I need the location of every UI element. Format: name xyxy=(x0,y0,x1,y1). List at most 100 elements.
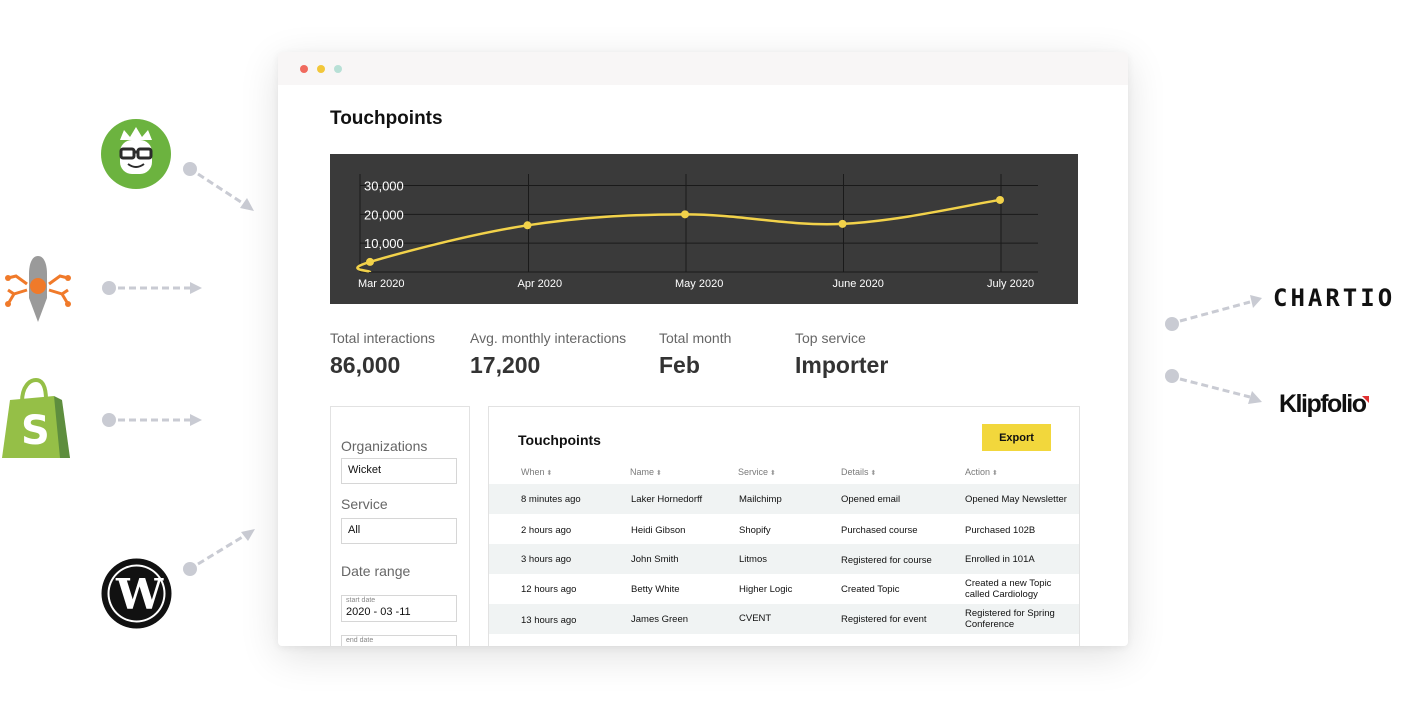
line-chart: 30,000 20,000 10,000 Mar 2020 Apr 2020 May 20… xyxy=(356,174,1038,290)
table-row[interactable]: 12 hours ago Betty White Higher Logic Cr… xyxy=(489,574,1079,604)
end-date-field[interactable]: end date xyxy=(341,635,457,646)
wordpress-logo: W xyxy=(100,557,173,630)
column-header-action[interactable]: Action ⬍ xyxy=(965,467,998,477)
glasses-avatar-icon xyxy=(101,119,171,189)
shopify-logo: S xyxy=(0,377,72,462)
x-tick-label: Mar 2020 xyxy=(358,278,404,290)
maximize-dot-icon[interactable] xyxy=(334,65,342,73)
cell-action: Purchased 102B xyxy=(965,525,1036,536)
column-header-label: Details xyxy=(841,467,869,477)
column-header-label: Name xyxy=(630,467,655,477)
data-point xyxy=(996,195,1004,204)
cell-name: Heidi Gibson xyxy=(631,525,686,536)
sort-icon: ⬍ xyxy=(656,470,662,477)
column-header-label: Service xyxy=(738,467,769,477)
connector-arrow-2 xyxy=(102,281,202,295)
minimize-dot-icon[interactable] xyxy=(317,65,325,73)
connector-arrow-3 xyxy=(102,413,202,427)
x-tick-label: June 2020 xyxy=(833,278,884,290)
service-label: Service xyxy=(341,496,388,512)
cell-service: Higher Logic xyxy=(739,584,793,595)
cell-name: James Green xyxy=(631,614,689,625)
organizations-label: Organizations xyxy=(341,438,428,454)
end-date-label: end date xyxy=(346,637,374,644)
x-tick-label: Apr 2020 xyxy=(518,278,563,290)
date-range-label: Date range xyxy=(341,563,411,579)
close-dot-icon[interactable] xyxy=(300,65,308,73)
stat-value: 86,000 xyxy=(330,352,401,378)
stat-value: 17,200 xyxy=(470,352,541,378)
cell-details: Created Topic xyxy=(841,584,900,595)
stat-label: Avg. monthly interactions xyxy=(470,330,627,346)
touchpoints-chart: 30,000 20,000 10,000 Mar 2020 Apr 2020 May 20… xyxy=(330,154,1078,304)
sort-icon: ⬍ xyxy=(770,470,776,477)
stat-top-service: Top service Importer xyxy=(795,330,888,382)
klipfolio-wordmark: Klipfolio xyxy=(1279,390,1367,418)
stat-label: Top service xyxy=(795,330,866,346)
series-line xyxy=(356,198,1001,274)
export-button[interactable]: Export xyxy=(982,424,1051,451)
cell-action: Registered for Spring Conference xyxy=(965,608,1055,630)
connector-arrow-6 xyxy=(1165,369,1262,404)
table-row[interactable]: 3 hours ago John Smith Litmos Registered… xyxy=(489,544,1079,574)
svg-text:W: W xyxy=(115,570,164,619)
cell-service: Litmos xyxy=(739,554,767,565)
cell-name: Laker Hornedorff xyxy=(631,494,703,505)
window-titlebar xyxy=(278,52,1128,85)
column-header-label: When xyxy=(521,467,545,477)
filters-panel: Organizations Wicket Service All Date ra… xyxy=(330,406,470,646)
column-header-service[interactable]: Service ⬍ xyxy=(738,467,776,477)
table-row[interactable]: 13 hours ago James Green CVENT Registere… xyxy=(489,604,1079,634)
y-tick-label: 10,000 xyxy=(364,236,404,251)
table-row[interactable]: 8 minutes ago Laker Hornedorff Mailchimp… xyxy=(489,484,1079,514)
klipfolio-red-corner-icon xyxy=(1362,396,1370,403)
cell-when: 2 hours ago xyxy=(521,525,572,536)
cell-details: Purchased course xyxy=(841,525,918,536)
stat-value: Importer xyxy=(795,352,889,378)
sort-icon: ⬍ xyxy=(870,470,877,477)
higher-logic-icon xyxy=(5,256,71,322)
service-select[interactable]: All xyxy=(341,518,457,544)
start-date-field[interactable]: start date 2020 - 03 -11 xyxy=(341,595,457,622)
data-point xyxy=(523,221,532,230)
organizations-input[interactable]: Wicket xyxy=(341,458,457,484)
connector-arrow-4 xyxy=(183,529,255,576)
cell-details: Registered for course xyxy=(841,555,932,566)
page-title: Touchpoints xyxy=(330,108,443,129)
stat-avg-monthly: Avg. monthly interactions 17,200 xyxy=(470,330,626,382)
column-header-name[interactable]: Name ⬍ xyxy=(630,467,662,477)
stat-label: Total interactions xyxy=(330,330,436,346)
cell-details: Opened email xyxy=(841,494,901,505)
stat-total-month: Total month Feb xyxy=(659,330,731,382)
x-tick-label: May 2020 xyxy=(675,278,723,290)
data-point xyxy=(681,210,689,219)
connector-arrow-5 xyxy=(1165,295,1262,331)
cell-action: Opened May Newsletter xyxy=(965,494,1067,505)
litmos-logo xyxy=(100,118,172,190)
cell-when: 3 hours ago xyxy=(521,554,572,565)
stat-total-interactions: Total interactions 86,000 xyxy=(330,330,435,382)
cell-action: Created a new Topic called Cardiology xyxy=(965,578,1052,600)
column-header-when[interactable]: When ⬍ xyxy=(521,467,552,477)
cell-name: John Smith xyxy=(631,554,679,565)
cell-when: 8 minutes ago xyxy=(521,494,581,505)
wordpress-icon: W xyxy=(101,558,172,629)
touchpoints-table-panel: Touchpoints Export When ⬍ Name ⬍ Service ⬍ … xyxy=(488,406,1080,646)
table-row[interactable]: 2 hours ago Heidi Gibson Shopify Purchas… xyxy=(489,514,1079,544)
cell-details: Registered for event xyxy=(841,614,927,625)
higher-logic-logo xyxy=(2,254,74,324)
table-title: Touchpoints xyxy=(518,432,601,448)
chartio-logo: CHARTIO xyxy=(1273,284,1396,312)
start-date-label: start date xyxy=(346,597,376,604)
cell-when: 12 hours ago xyxy=(521,584,577,595)
app-window: Touchpoints 30,000 20,000 10,000 Mar 2020 Ap… xyxy=(278,52,1128,646)
column-header-label: Action xyxy=(965,467,991,477)
column-header-details[interactable]: Details ⬍ xyxy=(841,467,876,477)
cell-service: CVENT xyxy=(739,613,772,624)
sort-icon: ⬍ xyxy=(992,470,998,477)
y-tick-label: 30,000 xyxy=(364,179,404,194)
svg-text:S: S xyxy=(21,408,50,454)
cell-when: 13 hours ago xyxy=(521,615,577,626)
stat-value: Feb xyxy=(659,352,700,378)
x-tick-label: July 2020 xyxy=(987,278,1034,290)
